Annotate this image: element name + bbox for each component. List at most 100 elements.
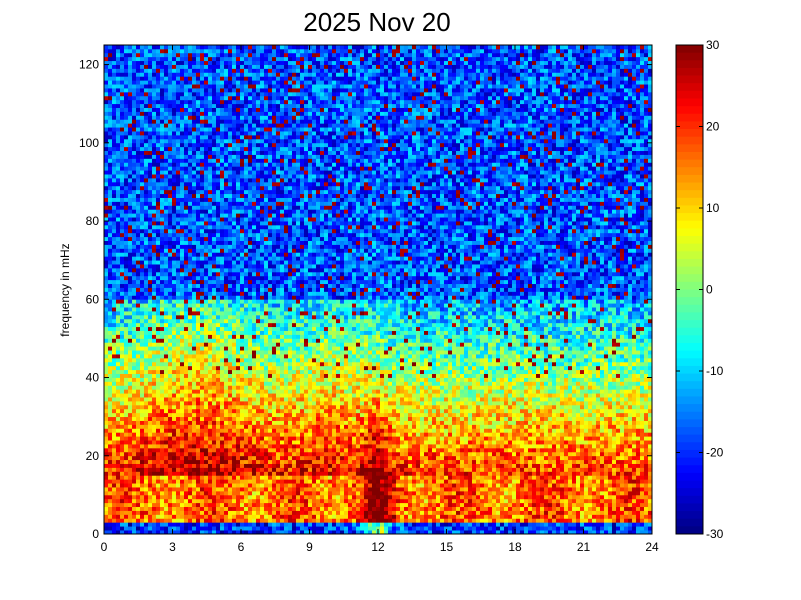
heatmap-cell [128, 303, 133, 308]
heatmap-cell [132, 256, 137, 261]
heatmap-cell [240, 119, 245, 124]
heatmap-cell [120, 283, 125, 288]
heatmap-cell [176, 451, 181, 457]
heatmap-cell [144, 357, 149, 363]
heatmap-cell [152, 134, 157, 140]
heatmap-cell [236, 354, 241, 359]
heatmap-cell [256, 526, 261, 531]
heatmap-cell [208, 107, 213, 112]
heatmap-cell [196, 76, 201, 81]
heatmap-cell [256, 447, 261, 453]
heatmap-cell [208, 232, 213, 238]
heatmap-cell [220, 530, 225, 535]
heatmap-cell [248, 365, 253, 371]
heatmap-cell [200, 494, 205, 500]
heatmap-cell [212, 510, 217, 515]
heatmap-cell [224, 451, 229, 457]
heatmap-cell [120, 350, 125, 355]
heatmap-cell [256, 45, 261, 50]
heatmap-cell [216, 377, 221, 382]
heatmap-cell [200, 404, 205, 410]
heatmap-cell [148, 436, 153, 441]
heatmap-cell [196, 68, 201, 73]
heatmap-cell [180, 326, 185, 331]
heatmap-cell [156, 64, 161, 69]
heatmap-cell [164, 213, 169, 218]
heatmap-cell [220, 518, 225, 523]
heatmap-cell [220, 471, 225, 476]
heatmap-cell [240, 479, 245, 484]
heatmap-cell [116, 236, 121, 241]
heatmap-cell [260, 72, 265, 77]
heatmap-cell [160, 181, 165, 187]
heatmap-cell [188, 361, 193, 367]
heatmap-cell [216, 471, 221, 476]
heatmap-cell [144, 189, 149, 195]
heatmap-cell [200, 365, 205, 371]
heatmap-cell [256, 256, 261, 261]
heatmap-cell [192, 107, 197, 112]
heatmap-cell [240, 354, 245, 359]
heatmap-cell [196, 279, 201, 285]
heatmap-cell [252, 416, 257, 421]
heatmap-cell [140, 326, 145, 331]
heatmap-cell [152, 479, 157, 484]
heatmap-cell [260, 428, 265, 433]
heatmap-cell [256, 307, 261, 312]
heatmap-cell [192, 99, 197, 105]
heatmap-cell [176, 436, 181, 441]
heatmap-cell [176, 142, 181, 148]
heatmap-cell [180, 248, 185, 253]
heatmap-cell [148, 111, 153, 116]
heatmap-cell [192, 123, 197, 128]
heatmap-cell [200, 193, 205, 198]
heatmap-cell [180, 444, 185, 449]
heatmap-cell [236, 107, 241, 112]
heatmap-cell [224, 271, 229, 277]
heatmap-cell [244, 170, 249, 175]
heatmap-cell [180, 299, 185, 304]
heatmap-cell [188, 80, 193, 85]
heatmap-cell [216, 369, 221, 375]
heatmap-cell [244, 111, 249, 116]
heatmap-cell [240, 95, 245, 101]
heatmap-cell [216, 498, 221, 504]
heatmap-cell [220, 502, 225, 508]
heatmap-cell [248, 111, 253, 116]
heatmap-cell [136, 166, 141, 171]
heatmap-cell [172, 99, 177, 105]
heatmap-cell [128, 354, 133, 359]
heatmap-cell [196, 365, 201, 371]
heatmap-cell [168, 432, 173, 437]
heatmap-cell [160, 240, 165, 245]
heatmap-cell [112, 444, 117, 449]
heatmap-cell [104, 342, 109, 347]
heatmap-cell [144, 283, 149, 288]
heatmap-cell [180, 209, 185, 214]
heatmap-cell [128, 377, 133, 382]
heatmap-cell [244, 217, 249, 222]
heatmap-cell [152, 221, 157, 226]
heatmap-cell [120, 444, 125, 449]
heatmap-cell [108, 256, 113, 261]
heatmap-cell [220, 178, 225, 183]
heatmap-cell [164, 99, 169, 105]
heatmap-cell [220, 48, 225, 54]
heatmap-cell [232, 447, 237, 453]
heatmap-cell [168, 158, 173, 163]
heatmap-cell [172, 45, 177, 50]
heatmap-cell [136, 498, 141, 504]
heatmap-cell [232, 72, 237, 77]
heatmap-cell [236, 279, 241, 285]
heatmap-cell [184, 369, 189, 375]
heatmap-cell [244, 526, 249, 531]
heatmap-cell [220, 490, 225, 496]
heatmap-cell [148, 326, 153, 331]
heatmap-cell [156, 518, 161, 523]
heatmap-cell [108, 518, 113, 523]
heatmap-cell [156, 131, 161, 136]
heatmap-cell [152, 267, 157, 273]
heatmap-cell [184, 494, 189, 500]
heatmap-cell [240, 279, 245, 285]
heatmap-cell [160, 444, 165, 449]
